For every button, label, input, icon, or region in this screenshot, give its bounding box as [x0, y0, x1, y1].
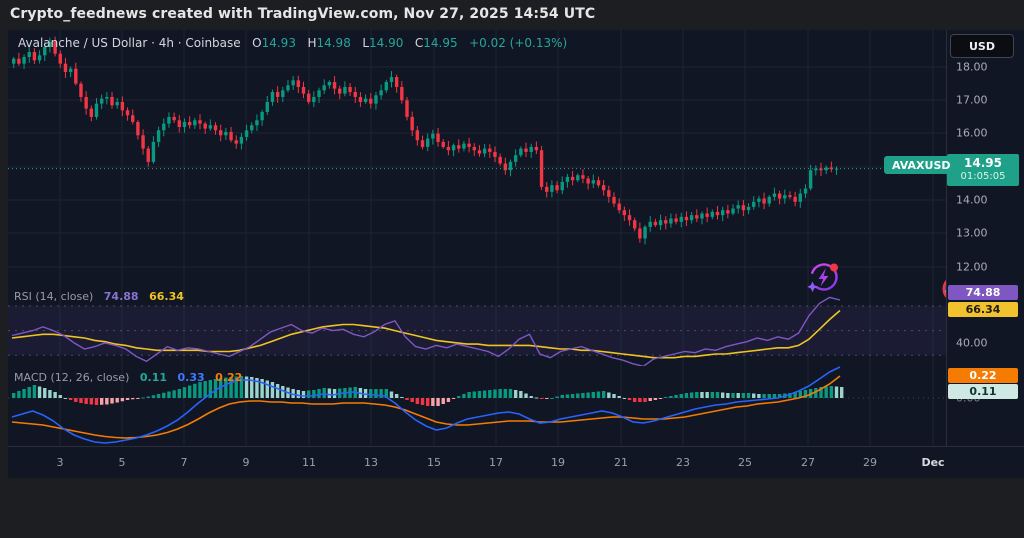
price-pane[interactable] — [8, 30, 946, 286]
rsi-legend[interactable]: RSI (14, close) 74.88 66.34 — [14, 290, 184, 303]
ohlc-close-value: 14.95 — [423, 36, 458, 50]
time-axis-tick: 21 — [614, 456, 628, 469]
last-price-label: 14.95 01:05:05 — [947, 154, 1019, 186]
price-axis-tick: 18.00 — [956, 60, 988, 74]
time-axis-tick: 13 — [364, 456, 378, 469]
time-axis-tick: 15 — [427, 456, 441, 469]
time-axis-tick: 5 — [118, 456, 126, 469]
chart-surface — [8, 30, 1024, 478]
time-axis-tick: 7 — [180, 456, 188, 469]
macd-pane[interactable] — [8, 366, 946, 446]
rsi-legend-name: RSI (14, close) — [14, 290, 94, 303]
last-price-value: 14.95 — [964, 156, 1002, 171]
rsi-ma-axis-label: 66.34 — [948, 302, 1018, 317]
ohlc-low-value: 14.90 — [369, 36, 404, 50]
time-axis-tick: 17 — [489, 456, 503, 469]
bar-countdown: 01:05:05 — [960, 171, 1006, 183]
ohlc-low-label: L — [362, 36, 369, 50]
rsi-axis-label: 74.88 — [948, 285, 1018, 300]
attribution-banner: Crypto_feednews created with TradingView… — [0, 0, 1024, 30]
time-axis-tick: 29 — [863, 456, 877, 469]
ohlc-high-label: H — [307, 36, 317, 50]
footer: TradingView — [0, 478, 1024, 538]
time-axis-tick: 3 — [56, 456, 64, 469]
price-axis-tick: 17.00 — [956, 93, 988, 107]
rsi-grid-label: 40.00 — [956, 336, 988, 350]
ohlc-open-label: O — [252, 36, 262, 50]
currency-unit-button[interactable]: USD — [950, 34, 1014, 58]
ohlc-close-label: C — [414, 36, 424, 50]
symbol-legend[interactable]: Avalanche / US Dollar · 4h · Coinbase O1… — [18, 36, 567, 50]
macd-signal-value: 0.22 — [215, 371, 243, 384]
price-axis[interactable]: USD 18.00 17.00 16.00 14.00 13.00 12.00 14.95… — [947, 30, 1024, 446]
time-axis-tick: 23 — [676, 456, 690, 469]
plot-area[interactable] — [8, 30, 946, 478]
symbol-title: Avalanche / US Dollar · 4h · Coinbase — [18, 36, 241, 50]
time-axis-tick: Dec — [921, 456, 945, 469]
flag-badge-icon[interactable] — [930, 272, 946, 316]
time-axis-tick: 9 — [242, 456, 250, 469]
price-axis-tick: 13.00 — [956, 226, 988, 240]
macd-signal-axis-label: 0.22 — [948, 368, 1018, 383]
axis-divider — [946, 30, 947, 478]
macd-hist-axis-label: 0.11 — [948, 384, 1018, 399]
ai-assistant-icon[interactable] — [804, 256, 844, 300]
price-axis-tick: 14.00 — [956, 193, 988, 207]
rsi-pane[interactable] — [8, 286, 946, 366]
time-axis-tick: 19 — [551, 456, 565, 469]
price-axis-tick: 16.00 — [956, 126, 988, 140]
attribution-text: Crypto_feednews created with TradingView… — [10, 6, 596, 22]
time-axis-tick: 27 — [801, 456, 815, 469]
rsi-value: 74.88 — [103, 290, 139, 303]
change-value: +0.02 (+0.13%) — [469, 36, 568, 50]
macd-legend-name: MACD (12, 26, close) — [14, 371, 130, 384]
ohlc-open-value: 14.93 — [261, 36, 296, 50]
macd-hist-value: 0.11 — [139, 371, 168, 384]
time-axis[interactable]: 3 5 7 9 11 13 15 17 19 21 23 25 27 29 Dec — [8, 446, 1024, 479]
time-axis-tick: 25 — [738, 456, 752, 469]
macd-line-value: 0.33 — [177, 371, 205, 384]
symbol-price-tag: AVAXUSD — [884, 156, 959, 174]
ohlc-high-value: 14.98 — [316, 36, 351, 50]
macd-legend[interactable]: MACD (12, 26, close) 0.11 0.33 0.22 — [14, 371, 242, 384]
price-axis-tick: 12.00 — [956, 260, 988, 274]
time-axis-tick: 11 — [302, 456, 316, 469]
rsi-ma-value: 66.34 — [149, 290, 184, 303]
